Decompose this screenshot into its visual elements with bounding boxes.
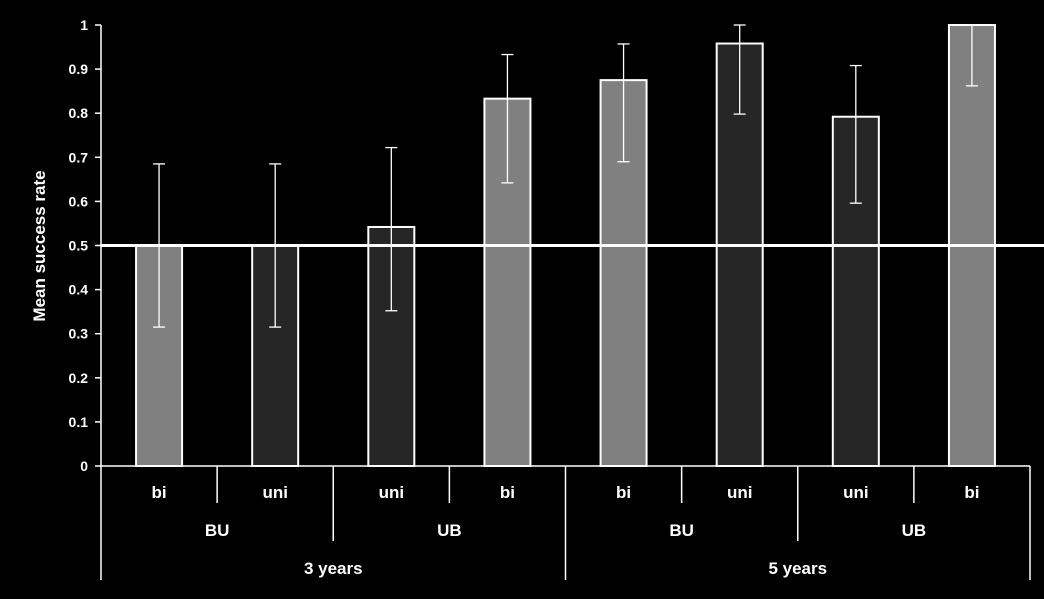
x-category-label: uni xyxy=(379,483,405,502)
x-category-label: uni xyxy=(727,483,753,502)
x-group-label: BU xyxy=(205,521,230,540)
x-group-label: UB xyxy=(437,521,462,540)
x-category-label: bi xyxy=(152,483,167,502)
y-tick-label: 0.1 xyxy=(69,414,89,430)
x-group-label: BU xyxy=(669,521,694,540)
x-category-label: bi xyxy=(616,483,631,502)
y-tick-label: 0.9 xyxy=(69,61,89,77)
y-tick-label: 0.2 xyxy=(69,370,89,386)
y-tick-label: 0.6 xyxy=(69,193,89,209)
x-category-label: bi xyxy=(964,483,979,502)
y-tick-label: 0.8 xyxy=(69,105,89,121)
y-tick-label: 0 xyxy=(80,458,88,474)
x-supergroup-label: 5 years xyxy=(768,559,827,578)
x-group-label: UB xyxy=(902,521,927,540)
y-axis-label: Mean success rate xyxy=(30,170,49,321)
y-tick-label: 1 xyxy=(80,17,88,33)
x-category-label: uni xyxy=(843,483,869,502)
x-supergroup-label: 3 years xyxy=(304,559,363,578)
y-tick-label: 0.7 xyxy=(69,149,89,165)
y-tick-label: 0.5 xyxy=(69,238,89,254)
x-category-label: uni xyxy=(262,483,288,502)
y-tick-label: 0.3 xyxy=(69,326,89,342)
y-tick-label: 0.4 xyxy=(69,282,89,298)
x-category-label: bi xyxy=(500,483,515,502)
